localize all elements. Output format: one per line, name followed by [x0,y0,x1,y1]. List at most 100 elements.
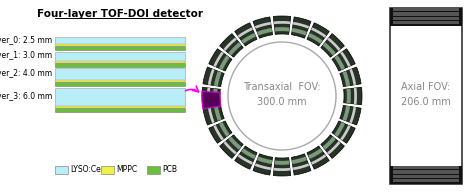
Wedge shape [327,141,340,154]
Wedge shape [308,148,323,159]
Wedge shape [274,27,290,31]
Wedge shape [253,17,273,38]
Ellipse shape [228,42,336,150]
Wedge shape [255,22,271,29]
Wedge shape [228,42,241,55]
Wedge shape [257,156,272,164]
Bar [55,108,185,112]
Bar [55,105,185,108]
Wedge shape [209,121,232,143]
Text: LYSO:Ce: LYSO:Ce [70,166,101,175]
Wedge shape [257,28,272,36]
Wedge shape [343,106,350,121]
Wedge shape [323,42,336,55]
Wedge shape [203,105,224,125]
Bar [55,60,185,63]
Text: Transaxial  FOV:: Transaxial FOV: [243,82,321,92]
Bar [101,166,114,174]
Wedge shape [241,148,256,159]
Wedge shape [292,17,311,38]
Bar [55,46,185,50]
Wedge shape [293,163,309,170]
Wedge shape [235,23,257,46]
Bar [55,44,185,46]
Wedge shape [292,154,311,175]
Wedge shape [219,34,243,57]
Wedge shape [321,34,345,57]
Wedge shape [349,69,356,85]
Bar [55,88,185,105]
Bar [147,166,160,174]
Wedge shape [334,55,345,70]
Wedge shape [235,146,257,169]
Wedge shape [208,107,215,123]
Wedge shape [332,121,355,143]
Wedge shape [209,49,232,71]
Bar [393,166,459,169]
Wedge shape [255,163,271,170]
Wedge shape [274,161,290,165]
Bar [393,8,459,11]
Wedge shape [340,125,351,140]
Wedge shape [292,28,307,36]
Wedge shape [340,105,361,125]
Wedge shape [321,135,345,158]
Text: 300.0 mm: 300.0 mm [257,97,307,107]
Wedge shape [274,21,290,24]
Bar [55,63,185,66]
Bar [393,170,459,174]
Text: PCB: PCB [162,166,177,175]
Wedge shape [203,67,224,87]
Wedge shape [293,22,309,29]
Wedge shape [207,88,210,104]
Wedge shape [274,168,290,171]
Text: Layer_2: 4.0 mm: Layer_2: 4.0 mm [0,70,52,79]
Wedge shape [307,146,329,169]
Text: Layer_1: 3.0 mm: Layer_1: 3.0 mm [0,51,52,60]
Wedge shape [237,154,253,165]
Wedge shape [346,89,351,103]
Wedge shape [208,69,215,85]
Text: Four-layer TOF-DOI detector: Four-layer TOF-DOI detector [37,9,203,19]
Bar [55,51,185,60]
Wedge shape [340,67,361,87]
Wedge shape [327,38,340,51]
Wedge shape [349,107,356,123]
Wedge shape [228,137,241,150]
Wedge shape [219,122,230,137]
Bar [55,82,185,86]
Wedge shape [241,33,256,44]
Wedge shape [307,23,329,46]
Wedge shape [334,122,345,137]
Bar [55,68,185,80]
Bar [390,8,462,26]
Bar [390,8,462,184]
Bar [393,21,459,24]
Wedge shape [354,88,357,104]
Wedge shape [311,154,326,165]
Bar [393,12,459,16]
Wedge shape [253,154,273,175]
Wedge shape [202,87,220,105]
Bar [393,179,459,182]
Wedge shape [219,55,230,70]
Bar [393,175,459,178]
Text: MPPC: MPPC [116,166,137,175]
Text: Layer_0: 2.5 mm: Layer_0: 2.5 mm [0,36,52,45]
Wedge shape [311,27,326,38]
Wedge shape [340,52,351,67]
Wedge shape [224,38,237,51]
Bar [55,80,185,82]
Wedge shape [219,135,243,158]
Wedge shape [202,91,221,109]
Wedge shape [213,52,224,67]
Wedge shape [213,89,218,103]
Bar [393,17,459,20]
Text: Layer_3: 6.0 mm: Layer_3: 6.0 mm [0,92,52,101]
Wedge shape [273,16,291,34]
Wedge shape [292,156,307,164]
Text: 206.0 mm: 206.0 mm [401,97,451,107]
Wedge shape [213,125,224,140]
Wedge shape [332,49,355,71]
Wedge shape [343,71,350,86]
